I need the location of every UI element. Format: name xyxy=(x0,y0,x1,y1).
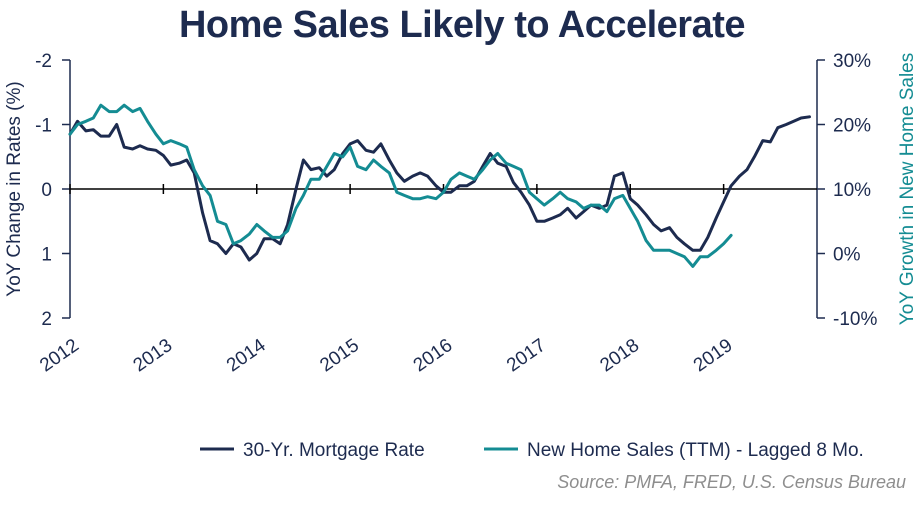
left-tick-label: -1 xyxy=(35,116,52,137)
new-home-sales-line xyxy=(68,103,733,268)
x-tick-label: 2012 xyxy=(36,335,83,376)
source-note: Source: PMFA, FRED, U.S. Census Bureau xyxy=(557,472,906,492)
right-tick-label: 20% xyxy=(833,116,871,137)
x-tick-label: 2016 xyxy=(410,335,457,376)
mortgage-rate-line xyxy=(68,115,811,262)
x-tick-label: 2018 xyxy=(596,335,643,376)
legend-label-mortgage: 30-Yr. Mortgage Rate xyxy=(243,440,425,461)
left-axis-title: YoY Change in Rates (%) xyxy=(4,81,25,296)
x-tick-label: 2015 xyxy=(316,335,363,376)
right-tick-label: -10% xyxy=(833,309,877,330)
x-tick-label: 2013 xyxy=(130,335,177,376)
legend-label-sales: New Home Sales (TTM) - Lagged 8 Mo. xyxy=(527,440,864,461)
right-axis-title: YoY Growth in New Home Sales xyxy=(897,53,918,325)
x-tick-label: 2014 xyxy=(223,335,270,377)
right-tick-label: 30% xyxy=(833,51,871,72)
left-tick-label: 1 xyxy=(41,245,52,266)
left-tick-label: 0 xyxy=(41,180,52,201)
left-tick-label: -2 xyxy=(35,51,52,72)
axes: -2 -1 0 1 2 30% 20% 10% 0% -10% 2012 2013 2014 2015 20… xyxy=(4,51,918,376)
right-tick-label: 0% xyxy=(833,245,861,266)
right-tick-label: 10% xyxy=(833,180,871,201)
series-layer xyxy=(68,103,811,268)
x-tick-label: 2019 xyxy=(690,335,737,376)
chart-title: Home Sales Likely to Accelerate xyxy=(178,4,746,46)
legend: 30-Yr. Mortgage Rate New Home Sales (TTM)… xyxy=(200,440,864,461)
left-tick-label: 2 xyxy=(41,309,52,330)
x-tick-label: 2017 xyxy=(503,335,550,376)
